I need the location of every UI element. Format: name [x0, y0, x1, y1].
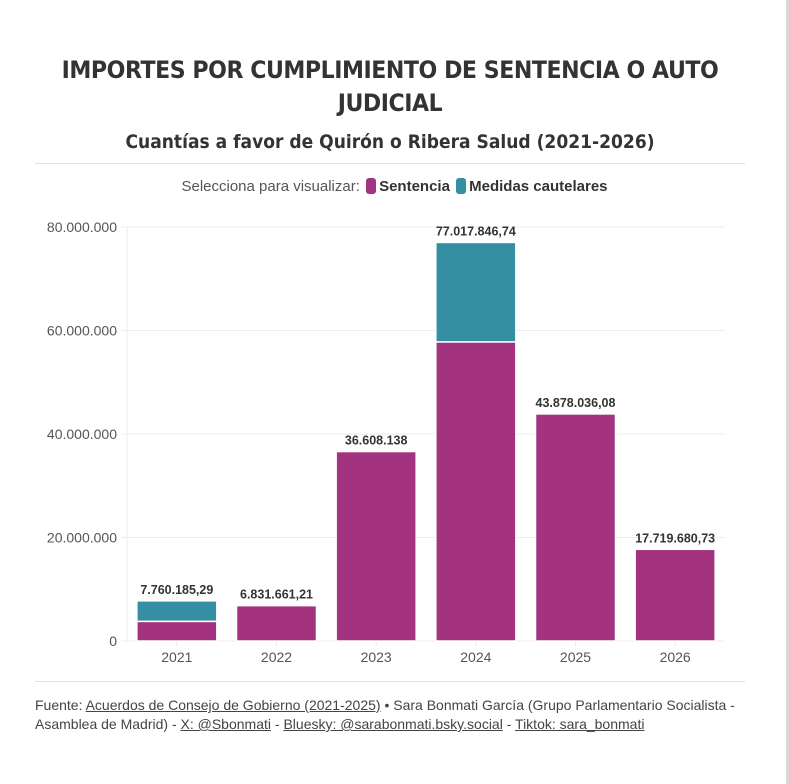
- legend-swatch-sentencia: [366, 178, 377, 194]
- x-tick-label: 2026: [660, 649, 691, 665]
- legend: Selecciona para visualizar: Sentencia Me…: [0, 178, 789, 195]
- x-tick-label: 2025: [560, 649, 591, 665]
- x-tick-label: 2023: [361, 649, 392, 665]
- data-label-2025: 43.878.036,08: [536, 396, 616, 410]
- bar-medidas-cautelares-2021[interactable]: [136, 600, 218, 623]
- bar-sentencia-2024[interactable]: [435, 341, 517, 642]
- y-tick-label: 40.000.000: [47, 426, 117, 442]
- scrollbar[interactable]: [786, 0, 789, 784]
- footer-separator: -: [502, 716, 516, 732]
- data-label-2023: 36.608.138: [345, 434, 408, 448]
- header-divider: [35, 163, 745, 164]
- footer: Fuente: Acuerdos de Consejo de Gobierno …: [35, 696, 735, 734]
- data-label-2026: 17.719.680,73: [635, 531, 715, 545]
- y-tick-label: 80.000.000: [47, 219, 117, 235]
- bar-sentencia-2023[interactable]: [335, 450, 417, 642]
- footer-prefix: Fuente:: [35, 697, 86, 713]
- x-tick-label: 2022: [261, 649, 292, 665]
- legend-item-sentencia[interactable]: Sentencia: [366, 178, 450, 195]
- chart-title: IMPORTES POR CUMPLIMIENTO DE SENTENCIA O…: [61, 56, 719, 117]
- bar-sentencia-2022[interactable]: [235, 604, 318, 642]
- tiktok-link[interactable]: Tiktok: sara_bonmati: [515, 716, 645, 732]
- legend-label: Selecciona para visualizar:: [181, 178, 360, 195]
- data-label-2021: 7.760.185,29: [140, 583, 213, 597]
- x-tick-label: 2021: [161, 649, 192, 665]
- source-link[interactable]: Acuerdos de Consejo de Gobierno (2021-20…: [85, 697, 381, 713]
- data-label-2022: 6.831.661,21: [240, 588, 313, 602]
- footer-divider: [35, 681, 745, 682]
- data-label-2024: 77.017.846,74: [436, 224, 516, 238]
- y-tick-label: 60.000.000: [47, 323, 117, 339]
- bluesky-link[interactable]: Bluesky: @sarabonmati.bsky.social: [283, 716, 503, 732]
- footer-separator: -: [271, 716, 284, 732]
- x-link[interactable]: X: @Sbonmati: [180, 716, 271, 732]
- bar-sentencia-2025[interactable]: [534, 413, 617, 642]
- footer-author: • Sara Bonmati García (Grupo Parlamentar…: [35, 697, 735, 732]
- chart-subtitle: Cuantías a favor de Quirón o Ribera Salu…: [125, 131, 655, 153]
- legend-item-medidas-cautelares[interactable]: Medidas cautelares: [456, 178, 608, 195]
- bar-sentencia-2021[interactable]: [136, 620, 218, 642]
- legend-swatch-medidas-cautelares: [456, 178, 467, 194]
- y-tick-label: 20.000.000: [47, 530, 117, 546]
- bar-sentencia-2026[interactable]: [634, 548, 716, 642]
- bar-medidas-cautelares-2024[interactable]: [435, 241, 517, 343]
- y-tick-label: 0: [109, 633, 117, 649]
- x-tick-label: 2024: [460, 649, 491, 665]
